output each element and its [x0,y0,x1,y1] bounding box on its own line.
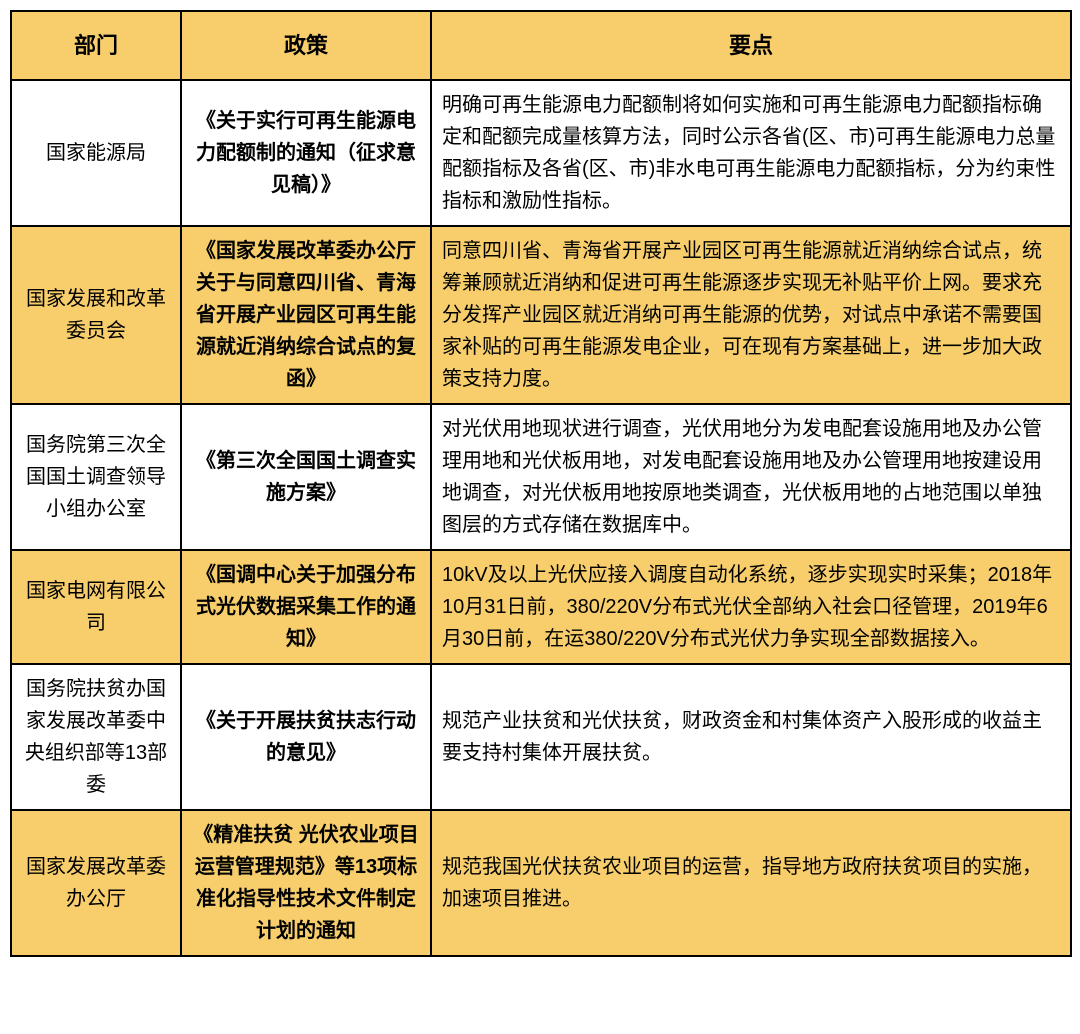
table-row: 国务院扶贫办国家发展改革委中央组织部等13部委 《关于开展扶贫扶志行动的意见》 … [11,664,1071,810]
col-header-policy: 政策 [181,11,431,80]
cell-dept: 国务院扶贫办国家发展改革委中央组织部等13部委 [11,664,181,810]
cell-dept: 国家发展和改革委员会 [11,226,181,404]
cell-dept: 国家发展改革委办公厅 [11,810,181,956]
table-row: 国家发展改革委办公厅 《精准扶贫 光伏农业项目运营管理规范》等13项标准化指导性… [11,810,1071,956]
table-header-row: 部门 政策 要点 [11,11,1071,80]
cell-policy: 《关于开展扶贫扶志行动的意见》 [181,664,431,810]
table-row: 国家电网有限公司 《国调中心关于加强分布式光伏数据采集工作的通知》 10kV及以… [11,550,1071,664]
table-row: 国务院第三次全国国土调查领导小组办公室 《第三次全国国土调查实施方案》 对光伏用… [11,404,1071,550]
col-header-dept: 部门 [11,11,181,80]
cell-policy: 《国家发展改革委办公厅关于与同意四川省、青海省开展产业园区可再生能源就近消纳综合… [181,226,431,404]
cell-points: 规范产业扶贫和光伏扶贫，财政资金和村集体资产入股形成的收益主要支持村集体开展扶贫… [431,664,1071,810]
cell-policy: 《第三次全国国土调查实施方案》 [181,404,431,550]
cell-dept: 国家电网有限公司 [11,550,181,664]
col-header-points: 要点 [431,11,1071,80]
cell-policy: 《关于实行可再生能源电力配额制的通知（征求意见稿）》 [181,80,431,226]
cell-points: 同意四川省、青海省开展产业园区可再生能源就近消纳综合试点，统筹兼顾就近消纳和促进… [431,226,1071,404]
cell-points: 明确可再生能源电力配额制将如何实施和可再生能源电力配额指标确定和配额完成量核算方… [431,80,1071,226]
policy-table: 部门 政策 要点 国家能源局 《关于实行可再生能源电力配额制的通知（征求意见稿）… [10,10,1072,957]
table-row: 国家发展和改革委员会 《国家发展改革委办公厅关于与同意四川省、青海省开展产业园区… [11,226,1071,404]
cell-points: 10kV及以上光伏应接入调度自动化系统，逐步实现实时采集；2018年10月31日… [431,550,1071,664]
cell-policy: 《国调中心关于加强分布式光伏数据采集工作的通知》 [181,550,431,664]
cell-points: 规范我国光伏扶贫农业项目的运营，指导地方政府扶贫项目的实施，加速项目推进。 [431,810,1071,956]
table-row: 国家能源局 《关于实行可再生能源电力配额制的通知（征求意见稿）》 明确可再生能源… [11,80,1071,226]
cell-dept: 国务院第三次全国国土调查领导小组办公室 [11,404,181,550]
cell-policy: 《精准扶贫 光伏农业项目运营管理规范》等13项标准化指导性技术文件制定计划的通知 [181,810,431,956]
cell-points: 对光伏用地现状进行调查，光伏用地分为发电配套设施用地及办公管理用地和光伏板用地，… [431,404,1071,550]
cell-dept: 国家能源局 [11,80,181,226]
